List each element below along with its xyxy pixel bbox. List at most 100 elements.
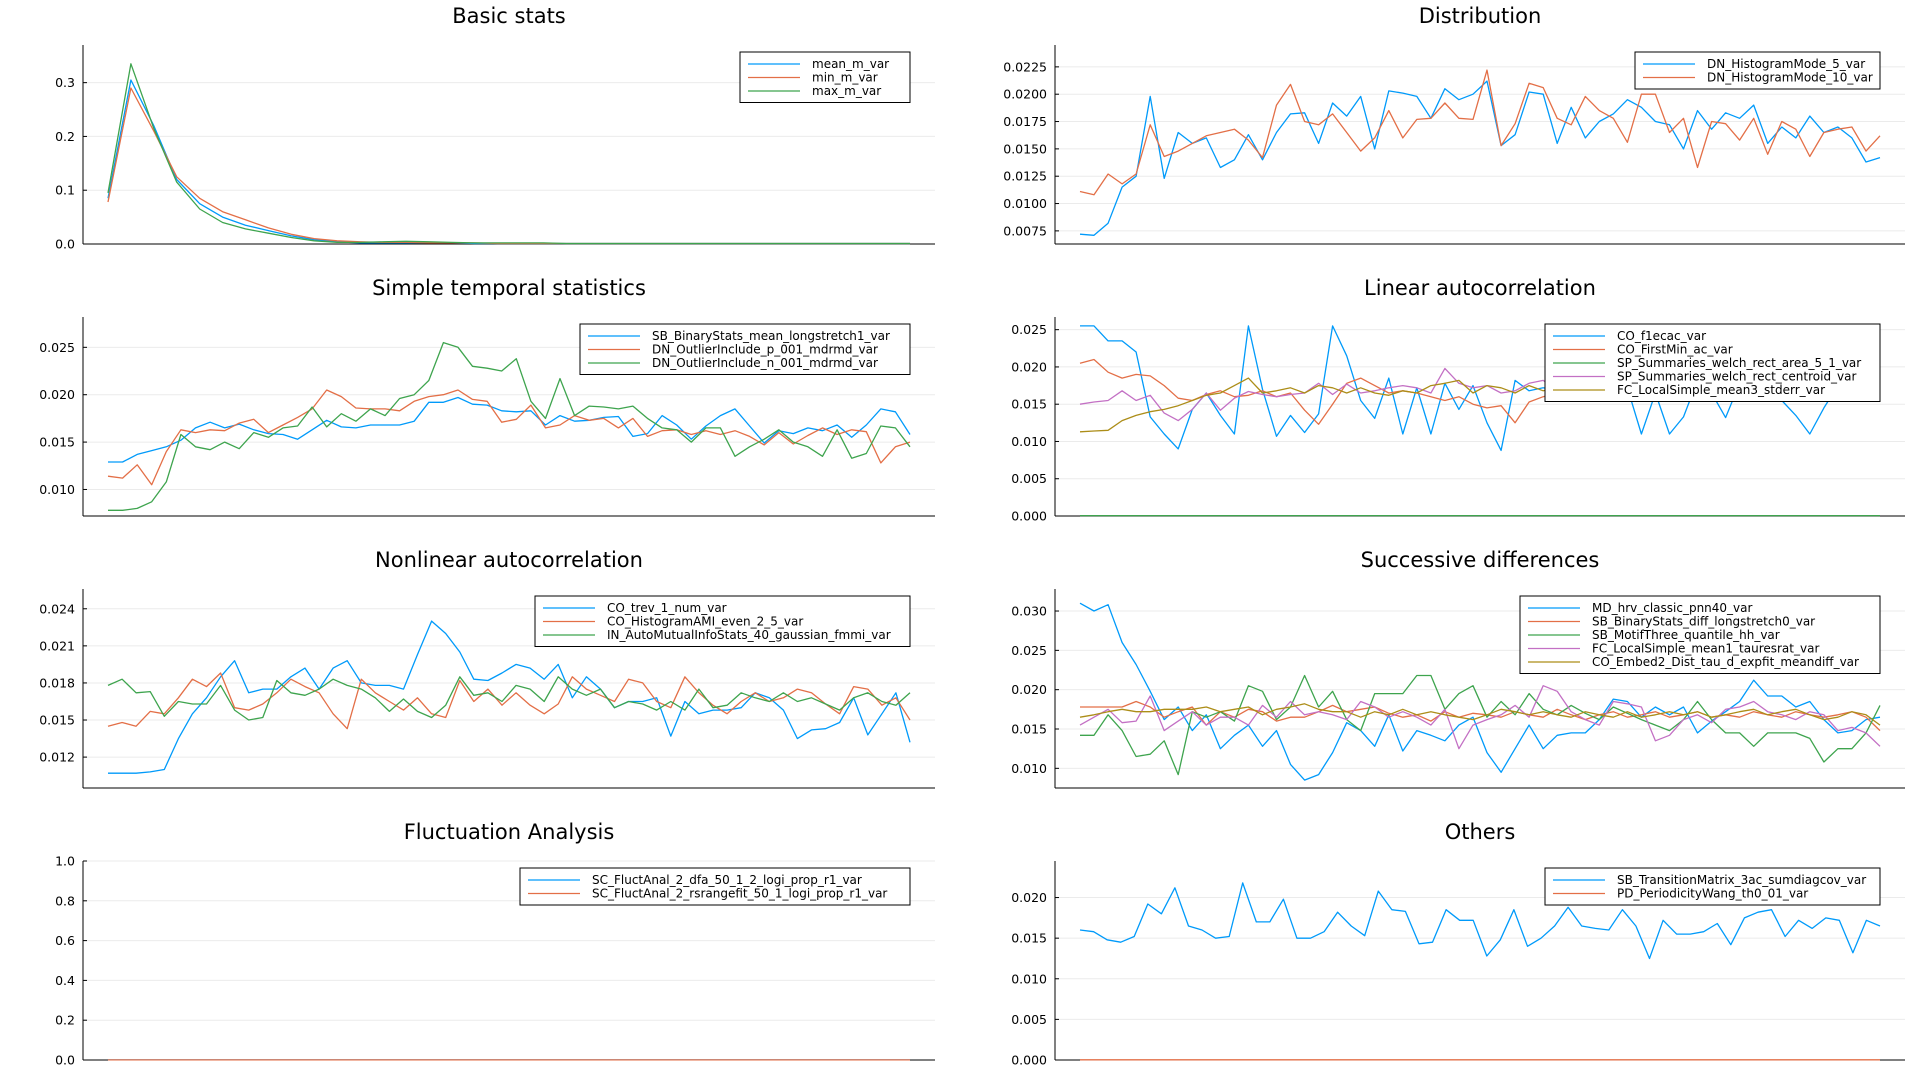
y-tick-label: 0.025 (1011, 643, 1047, 658)
y-tick-label: 0.010 (1011, 761, 1047, 776)
series-line-4 (1079, 685, 1881, 750)
y-tick-label: 0.018 (39, 675, 75, 690)
subplot-title: Others (1445, 820, 1516, 844)
subplot-7: Fluctuation Analysis 0.0 0.2 0.4 0.6 0.8 1.0 SC… (55, 820, 935, 1068)
y-tick-label: 0.020 (1011, 359, 1047, 374)
legend-label: max_m_var (812, 84, 881, 98)
y-tick-label: 0.010 (1011, 434, 1047, 449)
legend-label: IN_AutoMutualInfoStats_40_gaussian_fmmi_… (607, 628, 891, 642)
legend-label: SB_TransitionMatrix_3ac_sumdiagcov_var (1617, 873, 1866, 887)
legend-label: MD_hrv_classic_pnn40_var (1592, 601, 1753, 615)
y-tick-label: 0.005 (1011, 471, 1047, 486)
legend-label: CO_Embed2_Dist_tau_d_expfit_meandiff_var (1592, 655, 1859, 669)
legend: CO_f1ecac_varCO_FirstMin_ac_varSP_Summar… (1544, 323, 1881, 402)
series-line-3 (108, 341, 911, 511)
legend: SB_BinaryStats_mean_longstretch1_varDN_O… (579, 323, 911, 375)
legend: DN_HistogramMode_5_varDN_HistogramMode_1… (1634, 51, 1881, 90)
legend-label: mean_m_var (812, 57, 889, 71)
series-line-2 (1080, 700, 1881, 732)
legend-label: SB_MotifThree_quantile_hh_var (1592, 628, 1780, 642)
y-tick-label: 0.005 (1011, 1012, 1047, 1027)
series-line-2 (107, 672, 911, 730)
legend-box (534, 595, 911, 647)
legend: MD_hrv_classic_pnn40_varSB_BinaryStats_d… (1519, 595, 1881, 674)
subplot-6: Successive differences 0.010 0.015 0.020 0.0… (1011, 548, 1905, 789)
legend-label: DN_HistogramMode_5_var (1707, 57, 1865, 71)
series-line-3 (1080, 674, 1881, 776)
y-tick-label: 0.010 (1011, 971, 1047, 986)
y-tick-label: 0.024 (39, 601, 75, 616)
legend-label: CO_f1ecac_var (1617, 329, 1706, 343)
y-tick-label: 0.030 (1011, 604, 1047, 619)
subplot-1: Basic stats 0.0 0.1 0.2 0.3 mean_m_varmin_m_v… (55, 4, 935, 252)
series-line-2 (1079, 69, 1881, 196)
y-tick-label: 0.010 (39, 482, 75, 497)
legend-box (1544, 867, 1881, 906)
series-line-1 (1079, 602, 1881, 781)
legend-label: DN_OutlierInclude_p_001_mdrmd_var (652, 343, 878, 357)
y-tick-label: 0.4 (55, 973, 75, 988)
subplot-2: Distribution 0.0075 0.0100 0.0125 0.0150 0.01… (1003, 4, 1905, 245)
legend-label: CO_trev_1_num_var (607, 601, 727, 615)
y-tick-label: 0.020 (39, 387, 75, 402)
y-tick-label: 0.015 (1011, 397, 1047, 412)
subplot-title: Fluctuation Analysis (404, 820, 615, 844)
legend-label: min_m_var (812, 71, 878, 85)
legend-label: SB_BinaryStats_diff_longstretch0_var (1592, 615, 1815, 629)
series-line-5 (1079, 703, 1881, 726)
series-line-2 (107, 389, 911, 486)
legend-label: FC_LocalSimple_mean1_tauresrat_var (1592, 642, 1819, 656)
legend: SB_TransitionMatrix_3ac_sumdiagcov_varPD… (1544, 867, 1881, 906)
y-tick-label: 0.015 (1011, 931, 1047, 946)
y-tick-label: 0.015 (39, 713, 75, 728)
y-tick-label: 0.021 (39, 638, 75, 653)
y-tick-label: 0.020 (1011, 682, 1047, 697)
subplot-title: Simple temporal statistics (372, 276, 646, 300)
y-tick-label: 0.3 (55, 75, 75, 90)
y-tick-label: 1.0 (55, 854, 75, 869)
y-tick-label: 0.0100 (1003, 196, 1047, 211)
y-tick-label: 0.8 (55, 893, 75, 908)
subplot-5: Nonlinear autocorrelation 0.012 0.015 0.018… (39, 548, 935, 789)
series-line-2 (107, 87, 910, 245)
series-line-3 (107, 676, 911, 721)
subplot-title: Successive differences (1361, 548, 1600, 572)
subplot-title: Linear autocorrelation (1364, 276, 1596, 300)
y-tick-label: 0.020 (1011, 890, 1047, 905)
subplot-title: Basic stats (452, 4, 566, 28)
y-tick-label: 0.000 (1011, 1053, 1047, 1068)
legend-label: SP_Summaries_welch_rect_centroid_var (1617, 370, 1857, 384)
y-tick-label: 0.0175 (1003, 114, 1047, 129)
legend-label: DN_HistogramMode_10_var (1707, 71, 1873, 85)
legend-label: PD_PeriodicityWang_th0_01_var (1617, 887, 1808, 901)
legend: CO_trev_1_num_varCO_HistogramAMI_even_2_… (534, 595, 911, 647)
y-tick-label: 0.015 (1011, 722, 1047, 737)
series-line-1 (108, 396, 911, 463)
y-tick-label: 0.0150 (1003, 141, 1047, 156)
y-tick-label: 0.0 (55, 237, 75, 252)
subplot-8: Others 0.000 0.005 0.010 0.015 0.020 SB_Transi… (1011, 820, 1905, 1068)
y-tick-label: 0.0225 (1003, 59, 1047, 74)
series-line-3 (107, 63, 910, 245)
y-tick-label: 0.000 (1011, 509, 1047, 524)
legend-label: CO_HistogramAMI_even_2_5_var (607, 615, 803, 629)
legend-label: CO_FirstMin_ac_var (1617, 343, 1733, 357)
y-tick-label: 0.025 (1011, 322, 1047, 337)
series-line-1 (108, 620, 911, 774)
subplot-title: Nonlinear autocorrelation (375, 548, 643, 572)
y-tick-label: 0.0200 (1003, 87, 1047, 102)
series-line-1 (1079, 80, 1881, 236)
subplot-title: Distribution (1419, 4, 1542, 28)
y-tick-label: 0.0075 (1003, 223, 1047, 238)
legend-label: DN_OutlierInclude_n_001_mdrmd_var (652, 356, 878, 370)
y-tick-label: 0.1 (55, 183, 75, 198)
subplot-3: Simple temporal statistics 0.010 0.015 0.02… (39, 276, 935, 517)
y-tick-label: 0.2 (55, 1013, 75, 1028)
y-tick-label: 0.015 (39, 435, 75, 450)
legend-label: SP_Summaries_welch_rect_area_5_1_var (1617, 356, 1861, 370)
y-tick-label: 0.6 (55, 933, 75, 948)
y-tick-label: 0.025 (39, 340, 75, 355)
legend-box (1634, 51, 1881, 90)
